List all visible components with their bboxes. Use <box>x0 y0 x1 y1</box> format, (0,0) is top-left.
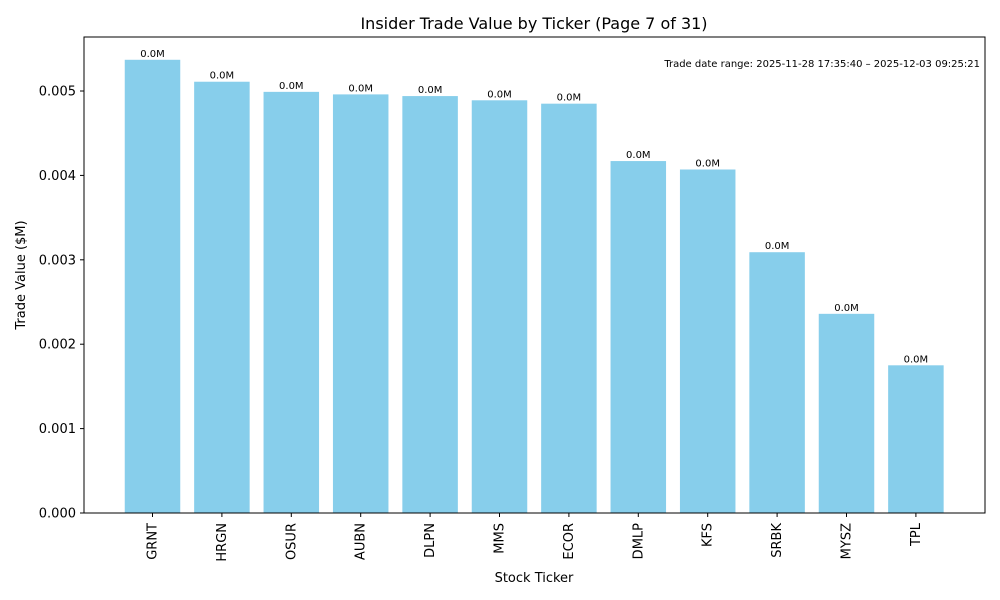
bar-tpl <box>888 365 944 513</box>
bar-labels-group: 0.0M 0.0M 0.0M 0.0M 0.0M 0.0M 0.0M 0.0M 0.0M 0.0M… <box>140 49 928 366</box>
x-tick-label-tpl: TPL <box>909 522 924 547</box>
bars-group <box>124 59 944 514</box>
x-tick-label-mysz: MYSZ <box>840 523 855 559</box>
bar-mysz <box>818 313 875 513</box>
x-axis-label: Stock Ticker <box>495 571 574 586</box>
x-tick-label-dlpn: DLPN <box>423 523 438 558</box>
x-tick-label-grnt: GRNT <box>146 523 161 560</box>
bar-value-label: 0.0M <box>557 93 582 104</box>
x-tick-label-mms: MMS <box>493 523 508 554</box>
y-tick-label: 0.005 <box>39 85 76 100</box>
y-tick-label: 0.004 <box>39 169 76 184</box>
y-axis-label: Trade Value ($M) <box>14 220 29 330</box>
bar-value-label: 0.0M <box>279 81 304 92</box>
y-axis: 0.000 0.001 0.002 0.003 0.004 0.005 <box>39 85 84 522</box>
x-tick-label-osur: OSUR <box>284 523 299 560</box>
x-axis: GRNT HRGN OSUR AUBN DLPN MMS ECOR DMLP KFS SRBK MY… <box>146 513 924 562</box>
bar-value-label: 0.0M <box>626 150 651 161</box>
bar-mms <box>471 100 528 513</box>
bar-aubn <box>332 94 389 513</box>
y-tick-label: 0.000 <box>39 507 76 522</box>
x-tick-label-ecor: ECOR <box>562 523 577 560</box>
chart-title: Insider Trade Value by Ticker (Page 7 of… <box>360 14 707 33</box>
bar-value-label: 0.0M <box>695 159 720 170</box>
x-tick-label-kfs: KFS <box>701 523 716 547</box>
x-tick-label-srbk: SRBK <box>770 523 785 558</box>
date-range-annotation: Trade date range: 2025-11-28 17:35:40 – … <box>663 59 980 70</box>
bar-grnt <box>124 59 181 514</box>
y-tick-label: 0.003 <box>39 253 76 268</box>
x-tick-label-aubn: AUBN <box>354 523 369 560</box>
bar-value-label: 0.0M <box>140 49 165 60</box>
plot-frame <box>83 36 986 514</box>
bar-value-label: 0.0M <box>834 303 859 314</box>
bar-value-label: 0.0M <box>418 85 443 96</box>
bar-kfs <box>679 169 736 513</box>
bar-value-label: 0.0M <box>210 71 235 82</box>
bar-value-label: 0.0M <box>765 241 790 252</box>
y-tick-label: 0.001 <box>39 422 76 437</box>
bar-hrgn <box>194 81 250 513</box>
y-tick-label: 0.002 <box>39 338 76 353</box>
bar-dlpn <box>402 96 458 514</box>
bar-value-label: 0.0M <box>487 89 512 100</box>
bar-osur <box>263 91 320 513</box>
x-tick-label-hrgn: HRGN <box>215 523 230 562</box>
x-tick-label-dmlp: DMLP <box>631 523 646 559</box>
bar-value-label: 0.0M <box>904 354 929 365</box>
bar-dmlp <box>610 161 667 513</box>
bar-value-label: 0.0M <box>348 83 373 94</box>
bar-ecor <box>541 103 597 513</box>
bar-srbk <box>749 252 805 513</box>
